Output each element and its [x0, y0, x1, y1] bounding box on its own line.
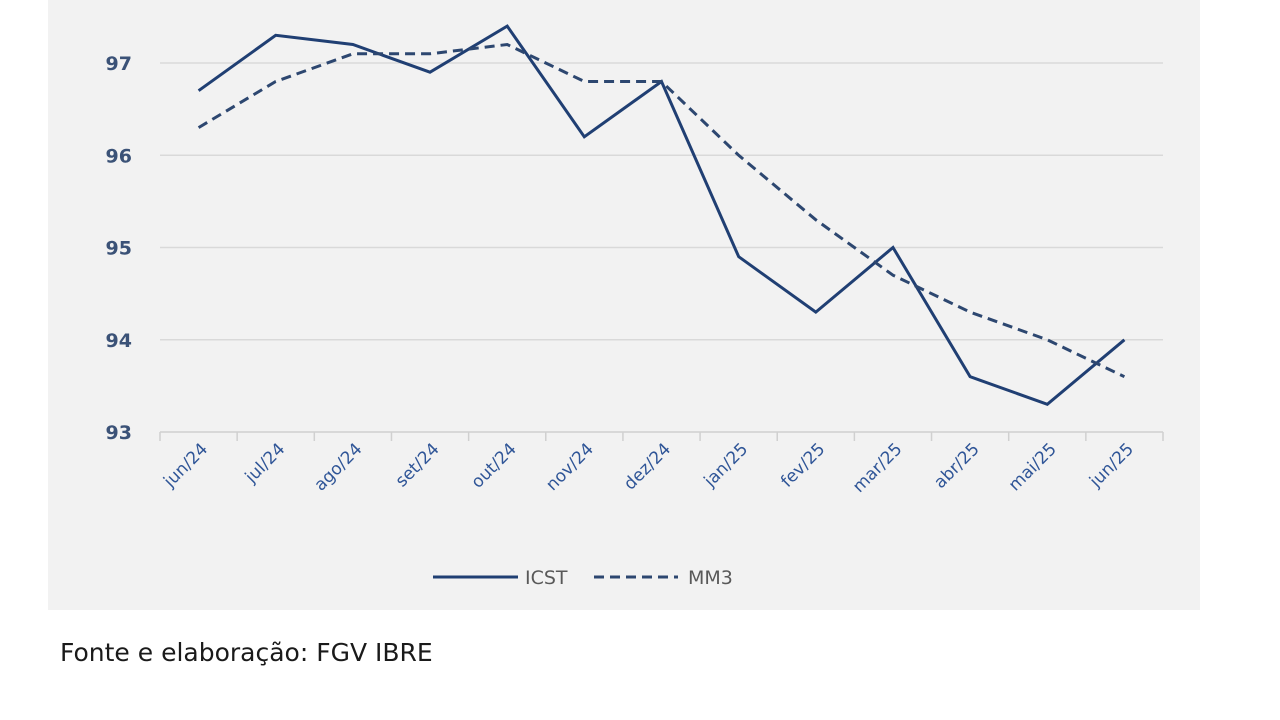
- y-tick-label: 97: [106, 53, 132, 75]
- legend-label-icst: ICST: [525, 567, 568, 589]
- x-tick-label: out/24: [468, 439, 521, 492]
- series-lines: [197, 24, 1126, 407]
- series-line-mm3: [197, 42, 1126, 379]
- x-tick-label: abr/25: [930, 439, 983, 492]
- y-tick-label: 93: [106, 422, 132, 444]
- x-tick-label: set/24: [392, 439, 444, 491]
- x-tick-label: jun/25: [1085, 439, 1138, 492]
- x-tick-label: jul/24: [241, 439, 290, 488]
- legend: ICST MM3: [433, 567, 733, 589]
- x-tick-label: jan/25: [700, 439, 753, 492]
- source-caption: Fonte e elaboração: FGV IBRE: [60, 638, 433, 667]
- line-chart: 93 94 95 96 97 jun/24 jul/24 ago/24 set/24 out/2…: [106, 24, 1164, 589]
- x-tick-label: mai/25: [1005, 439, 1061, 495]
- x-tick-label: fev/25: [777, 439, 829, 491]
- legend-label-mm3: MM3: [688, 567, 733, 589]
- y-tick-label: 94: [106, 330, 132, 352]
- x-tick-label: jun/24: [159, 439, 212, 492]
- x-tick-label: mar/25: [849, 439, 907, 497]
- y-axis-ticks: 93 94 95 96 97: [106, 53, 132, 444]
- chart-panel: 93 94 95 96 97 jun/24 jul/24 ago/24 set/24 out/2…: [48, 0, 1200, 610]
- x-tick-label: ago/24: [311, 439, 367, 495]
- x-tick-label: nov/24: [542, 439, 598, 495]
- x-axis: jun/24 jul/24 ago/24 set/24 out/24 nov/24 dez/…: [159, 431, 1164, 497]
- y-tick-label: 95: [106, 238, 132, 260]
- gridlines: [160, 62, 1163, 341]
- x-tick-label: dez/24: [620, 439, 675, 494]
- y-tick-label: 96: [106, 145, 132, 167]
